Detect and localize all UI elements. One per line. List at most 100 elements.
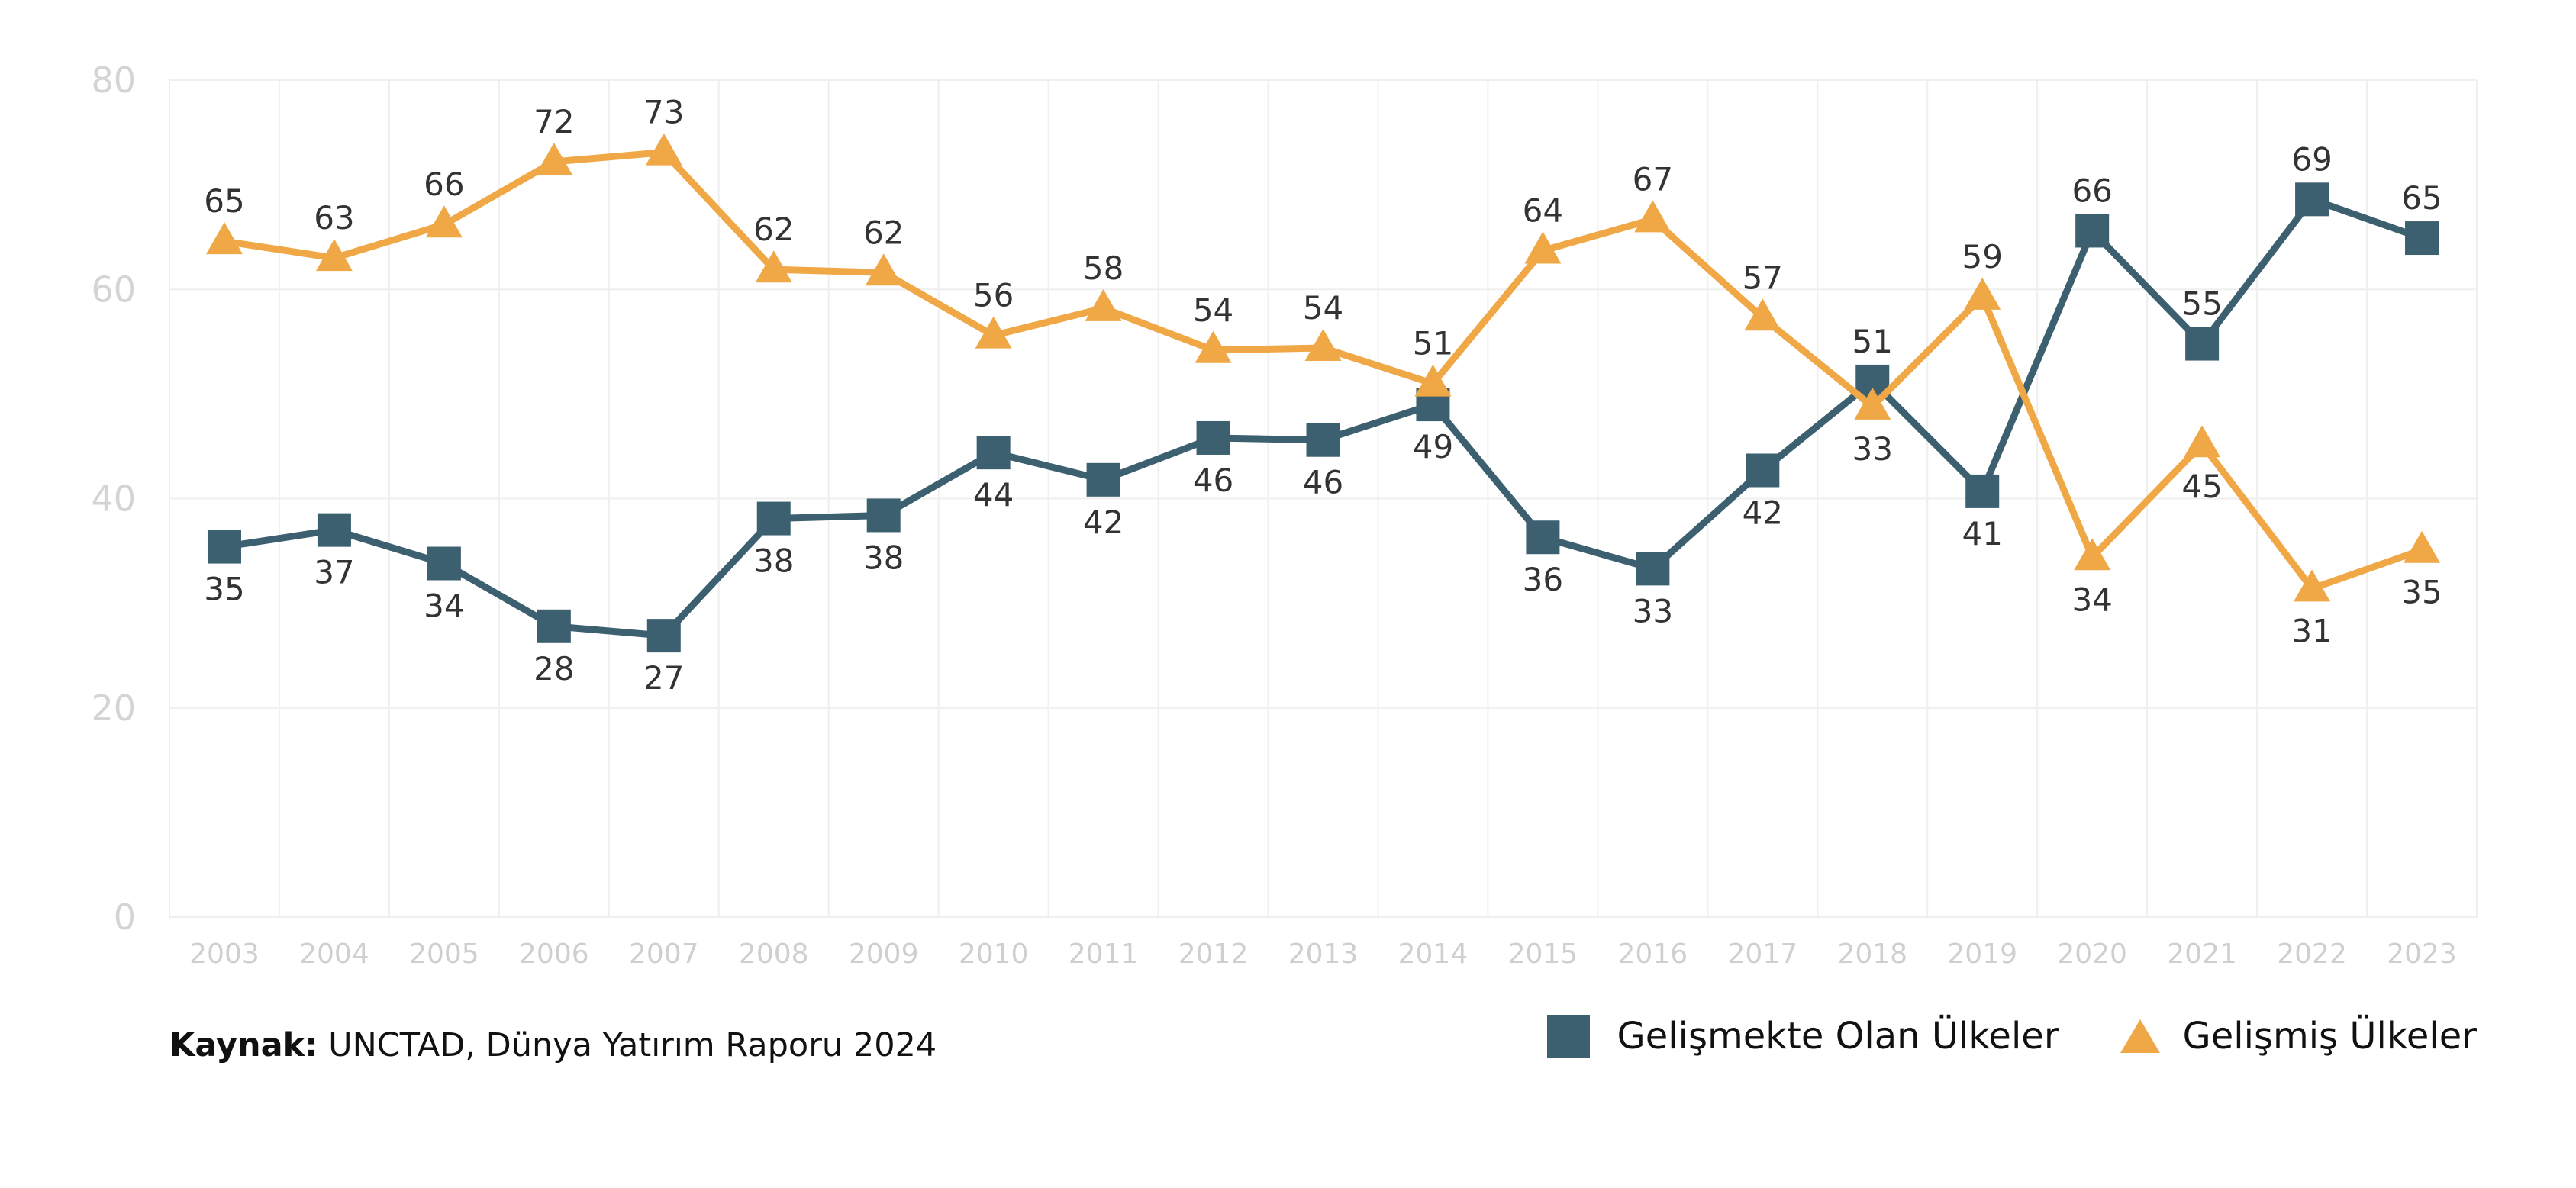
data-point-triangle xyxy=(1744,298,1781,331)
data-point-triangle xyxy=(2184,425,2221,458)
x-tick-label: 2004 xyxy=(299,938,369,970)
data-label: 41 xyxy=(1962,515,2002,552)
legend-label-developed: Gelişmiş Ülkeler xyxy=(2182,1015,2477,1058)
x-tick-label: 2009 xyxy=(849,938,919,970)
data-point-square xyxy=(1306,423,1340,457)
data-point-triangle xyxy=(1304,329,1342,362)
data-label: 34 xyxy=(424,588,464,625)
data-label: 46 xyxy=(1303,464,1343,501)
data-point-square xyxy=(2405,221,2439,256)
square-marker-icon xyxy=(1546,1015,1590,1058)
y-tick-label: 40 xyxy=(91,478,136,520)
x-tick-label: 2007 xyxy=(629,938,699,970)
data-label: 45 xyxy=(2181,468,2222,505)
data-label: 49 xyxy=(1413,428,1453,465)
x-axis: 2003 2004 2005 2006 2007 2008 2009 2010 2011 2012… xyxy=(189,938,2457,970)
data-point-square xyxy=(1746,453,1780,488)
x-tick-label: 2015 xyxy=(1508,938,1578,970)
data-label: 64 xyxy=(1523,192,1563,230)
legend-item-developed: Gelişmiş Ülkeler xyxy=(2120,1015,2477,1058)
data-label: 58 xyxy=(1083,250,1124,287)
data-label: 46 xyxy=(1193,462,1233,499)
y-tick-label: 20 xyxy=(91,687,136,729)
x-tick-label: 2013 xyxy=(1288,938,1359,970)
legend-label-developing: Gelişmekte Olan Ülkeler xyxy=(1617,1015,2059,1058)
data-label: 35 xyxy=(2401,574,2442,611)
x-tick-label: 2011 xyxy=(1069,938,1139,970)
data-label: 65 xyxy=(2401,179,2442,217)
data-point-square xyxy=(1526,520,1560,555)
data-point-square xyxy=(427,546,461,581)
data-point-triangle xyxy=(1524,231,1562,264)
data-label: 27 xyxy=(643,659,684,697)
data-point-square xyxy=(2075,214,2110,248)
data-label: 57 xyxy=(1743,259,1783,296)
data-point-triangle xyxy=(2404,530,2441,563)
data-point-square xyxy=(207,530,241,564)
data-point-triangle xyxy=(1414,364,1452,397)
data-label: 54 xyxy=(1303,289,1343,327)
data-point-square xyxy=(537,609,571,643)
legend: Gelişmekte Olan Ülkeler Gelişmiş Ülkeler xyxy=(1486,1015,2477,1058)
data-label: 38 xyxy=(753,542,794,580)
data-point-triangle xyxy=(1085,288,1122,321)
data-point-square xyxy=(1196,420,1230,455)
data-point-square xyxy=(2185,327,2220,361)
data-label: 28 xyxy=(534,650,574,687)
series-layer xyxy=(205,133,2441,653)
data-point-square xyxy=(976,436,1011,470)
data-point-triangle xyxy=(535,142,572,175)
x-tick-label: 2023 xyxy=(2387,938,2457,970)
x-tick-label: 2014 xyxy=(1398,938,1469,970)
source-note: Kaynak: UNCTAD, Dünya Yatırım Raporu 202… xyxy=(169,1026,937,1064)
data-label: 67 xyxy=(1633,160,1673,198)
data-label: 56 xyxy=(973,277,1014,314)
data-point-triangle xyxy=(645,133,682,166)
data-label: 66 xyxy=(424,166,464,203)
x-tick-label: 2021 xyxy=(2167,938,2237,970)
data-point-triangle xyxy=(1634,200,1672,233)
data-point-square xyxy=(756,501,791,536)
data-point-triangle xyxy=(315,239,353,272)
data-label: 34 xyxy=(2071,581,2112,618)
data-label: 42 xyxy=(1743,494,1783,531)
data-label: 59 xyxy=(1962,238,2002,275)
data-label: 66 xyxy=(2071,172,2112,209)
y-axis: 0 20 40 60 80 xyxy=(91,60,136,938)
series-developing xyxy=(207,182,2439,653)
data-label: 69 xyxy=(2291,140,2332,178)
series-line xyxy=(224,195,2423,639)
y-tick-label: 80 xyxy=(91,60,136,101)
data-point-triangle xyxy=(1964,277,2001,310)
legend-item-developing: Gelişmekte Olan Ülkeler xyxy=(1546,1015,2059,1058)
data-label: 42 xyxy=(1083,504,1124,541)
y-tick-label: 60 xyxy=(91,269,136,310)
data-point-triangle xyxy=(975,316,1012,349)
x-tick-label: 2016 xyxy=(1618,938,1688,970)
x-tick-label: 2019 xyxy=(1947,938,2017,970)
x-tick-label: 2018 xyxy=(1837,938,1907,970)
data-point-triangle xyxy=(755,250,792,283)
data-labels: 35 65 37 63 34 66 28 72 27 73 38 62 38 62 44 56 42 58 46 54… xyxy=(204,94,2442,697)
x-tick-label: 2022 xyxy=(2277,938,2347,970)
source-label: Kaynak: xyxy=(169,1026,318,1064)
data-point-triangle xyxy=(205,222,243,255)
data-label: 31 xyxy=(2291,612,2332,649)
data-point-triangle xyxy=(865,253,902,286)
data-label: 63 xyxy=(314,199,354,237)
data-point-triangle xyxy=(2074,538,2111,571)
data-label: 51 xyxy=(1413,325,1453,362)
x-tick-label: 2017 xyxy=(1727,938,1797,970)
data-point-square xyxy=(2295,182,2329,217)
data-label: 37 xyxy=(314,554,354,591)
data-point-square xyxy=(1636,552,1670,586)
data-point-triangle xyxy=(425,205,463,238)
data-point-square xyxy=(1965,474,2000,508)
grid-layer xyxy=(169,79,2478,918)
x-tick-label: 2005 xyxy=(409,938,479,970)
x-tick-label: 2012 xyxy=(1178,938,1249,970)
data-label: 62 xyxy=(753,211,794,248)
data-point-square xyxy=(646,619,681,653)
x-tick-label: 2003 xyxy=(189,938,260,970)
